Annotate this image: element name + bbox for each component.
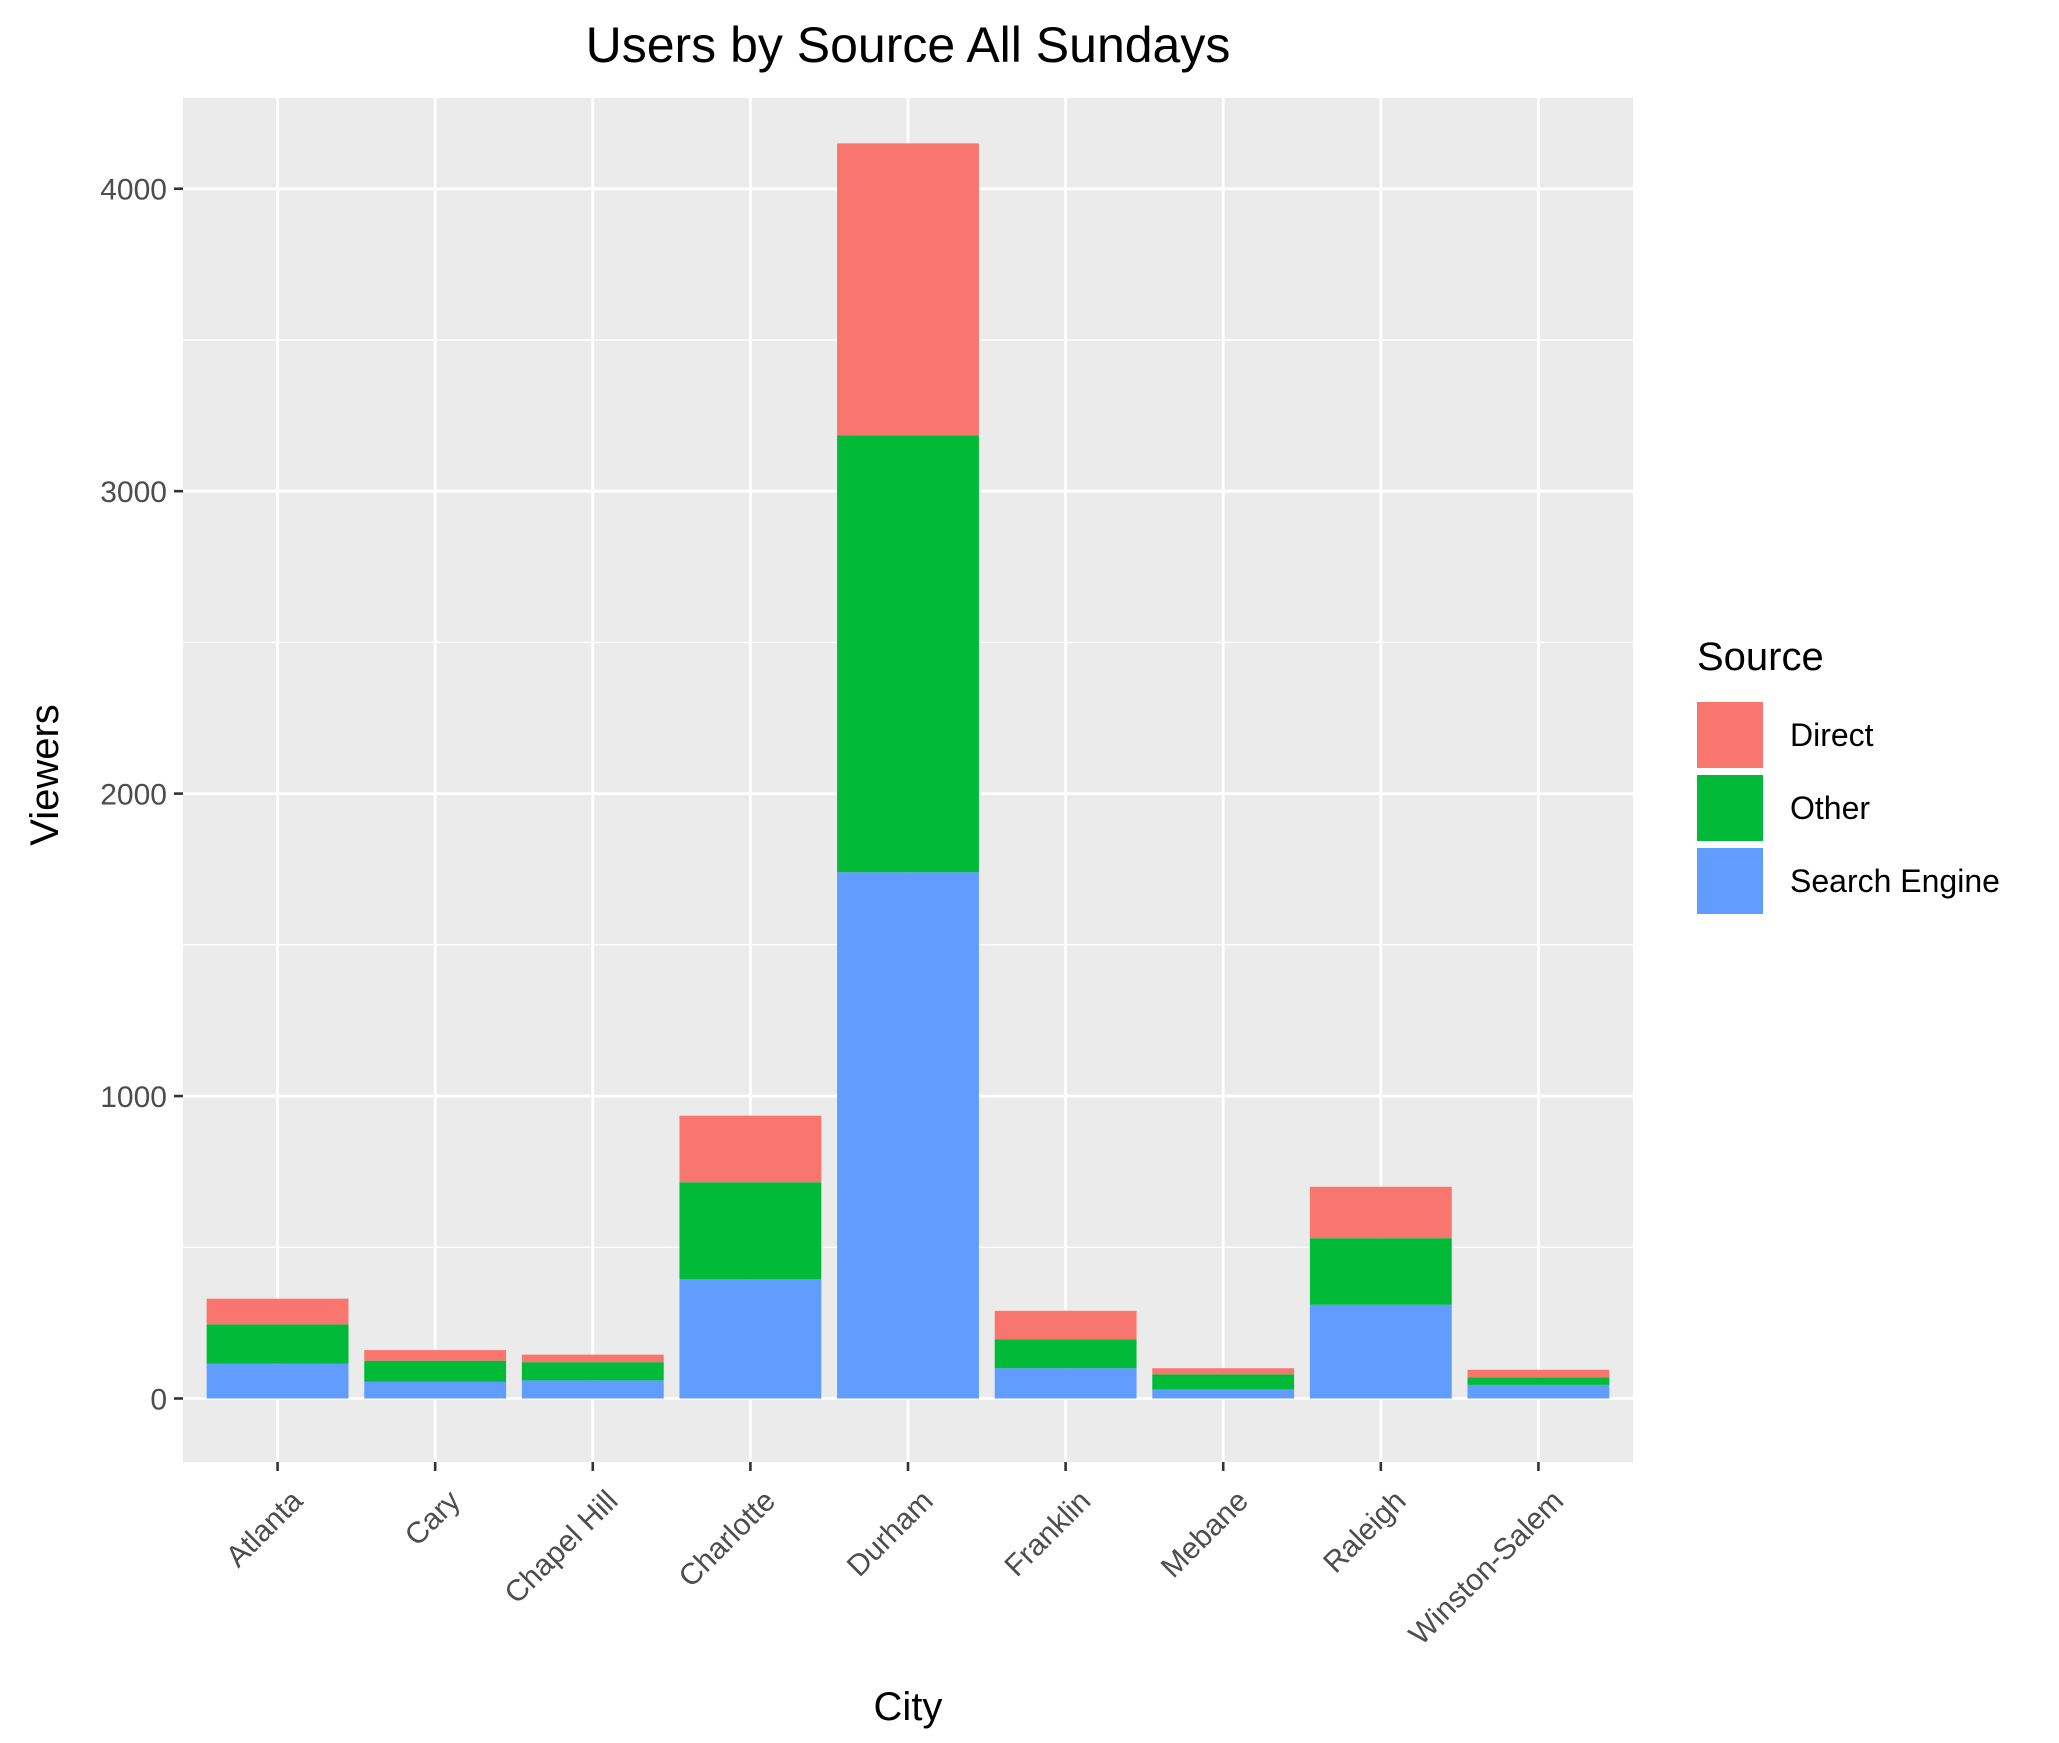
bar-chapel-hill-search-engine [521,1380,664,1399]
bar-mebane-search-engine [1152,1389,1295,1399]
legend-label: Other [1790,790,1870,826]
x-axis-label: City [874,1685,943,1729]
bars [206,143,1610,1399]
legend: Source Direct Other Search Engine [1697,635,2000,914]
legend-key-search-engine [1697,848,1763,914]
bar-franklin-direct [994,1310,1137,1340]
y-tick-label: 4000 [100,174,167,207]
legend-title: Source [1697,635,1824,679]
bar-durham-search-engine [837,872,979,1399]
bar-mebane-direct [1152,1368,1295,1375]
legend-key-direct [1697,702,1763,768]
chart-title: Users by Source All Sundays [586,17,1231,73]
bar-winston-salem-other [1467,1377,1610,1385]
y-tick-label: 0 [150,1383,167,1416]
bar-atlanta-direct [206,1298,349,1325]
bar-cary-other [364,1360,507,1382]
bar-charlotte-search-engine [679,1279,822,1399]
y-tick-label: 3000 [100,476,167,509]
bar-chapel-hill-other [521,1362,664,1381]
y-axis: 0 1000 2000 3000 4000 [100,174,183,1416]
y-axis-label: Viewers [23,704,67,846]
legend-key-other [1697,775,1763,841]
legend-label: Search Engine [1790,863,2000,899]
legend-label: Direct [1790,717,1874,753]
bar-atlanta-other [206,1324,349,1364]
bar-franklin-search-engine [994,1368,1137,1399]
bar-winston-salem-search-engine [1467,1384,1610,1399]
bar-winston-salem-direct [1467,1369,1610,1378]
bar-raleigh-direct [1309,1186,1452,1239]
bar-durham-other [837,435,979,873]
bar-atlanta-search-engine [206,1363,349,1399]
bar-charlotte-direct [679,1115,822,1183]
bar-chapel-hill-direct [521,1354,664,1363]
bar-cary-search-engine [364,1381,507,1399]
bar-durham-direct [837,143,979,436]
bar-cary-direct [364,1350,507,1361]
bar-mebane-other [1152,1374,1295,1390]
bar-franklin-other [994,1339,1137,1369]
y-tick-label: 1000 [100,1081,167,1114]
bar-raleigh-search-engine [1309,1304,1452,1399]
bar-charlotte-other [679,1182,822,1280]
bar-raleigh-other [1309,1238,1452,1305]
y-tick-label: 2000 [100,779,167,812]
